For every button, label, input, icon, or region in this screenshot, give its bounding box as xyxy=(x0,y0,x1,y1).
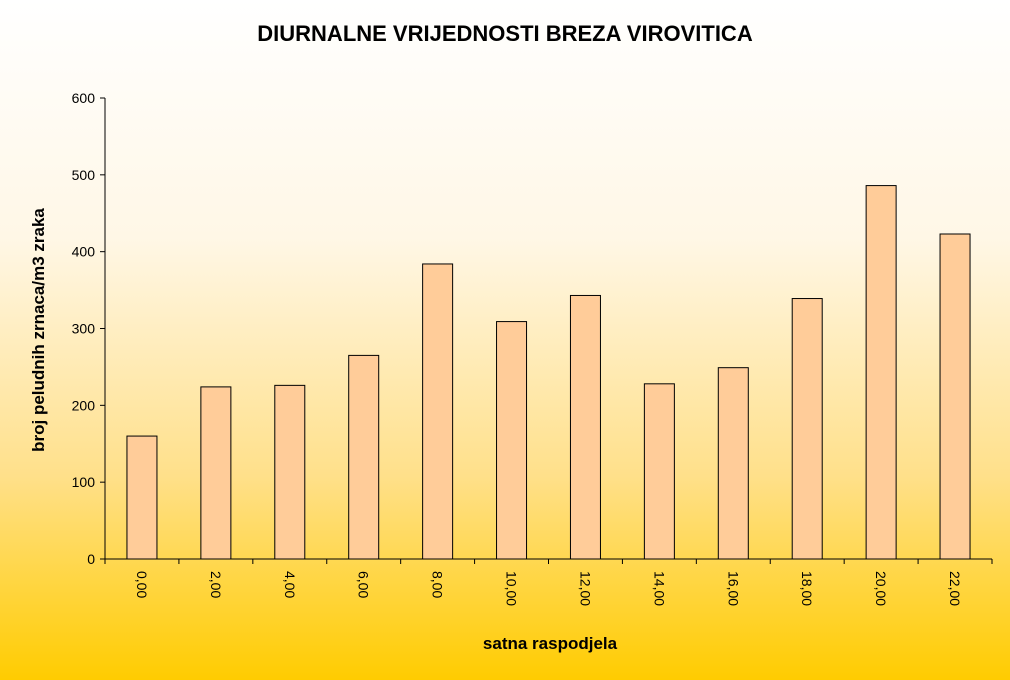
x-tick-label: 22,00 xyxy=(947,571,963,606)
bar-8,00 xyxy=(422,263,454,560)
bar-6,00 xyxy=(348,354,380,560)
x-tick-label: 18,00 xyxy=(799,571,815,606)
y-tick-label: 200 xyxy=(72,397,96,413)
bar-18,00 xyxy=(791,298,823,560)
bar-16,00 xyxy=(717,367,749,560)
x-tick-label: 8,00 xyxy=(430,571,446,598)
bar-14,00 xyxy=(643,383,675,560)
x-tick-label: 2,00 xyxy=(208,571,224,598)
bar-2,00 xyxy=(200,386,232,560)
x-axis-label: satna raspodjela xyxy=(483,634,618,653)
y-tick-label: 400 xyxy=(72,244,96,260)
bar-22,00 xyxy=(939,233,971,560)
y-tick-label: 100 xyxy=(72,474,96,490)
bar-10,00 xyxy=(496,321,528,560)
x-tick-label: 14,00 xyxy=(651,571,667,606)
x-tick-label: 16,00 xyxy=(725,571,741,606)
y-tick-label: 0 xyxy=(87,551,95,567)
x-tick-label: 6,00 xyxy=(356,571,372,598)
bar-0,00 xyxy=(126,435,158,560)
y-tick-label: 300 xyxy=(72,321,96,337)
bar-4,00 xyxy=(274,384,306,560)
x-tick-label: 0,00 xyxy=(134,571,150,598)
x-tick-label: 4,00 xyxy=(282,571,298,598)
bar-12,00 xyxy=(569,294,601,560)
x-tick-label: 10,00 xyxy=(504,571,520,606)
y-axis-label: broj peludnih zrnaca/m3 zraka xyxy=(29,208,48,452)
x-tick-label: 20,00 xyxy=(873,571,889,606)
y-tick-label: 600 xyxy=(72,90,96,106)
y-tick-label: 500 xyxy=(72,167,96,183)
x-tick-label: 12,00 xyxy=(577,571,593,606)
chart-title: DIURNALNE VRIJEDNOSTI BREZA VIROVITICA xyxy=(257,21,753,46)
bar-20,00 xyxy=(865,185,897,560)
